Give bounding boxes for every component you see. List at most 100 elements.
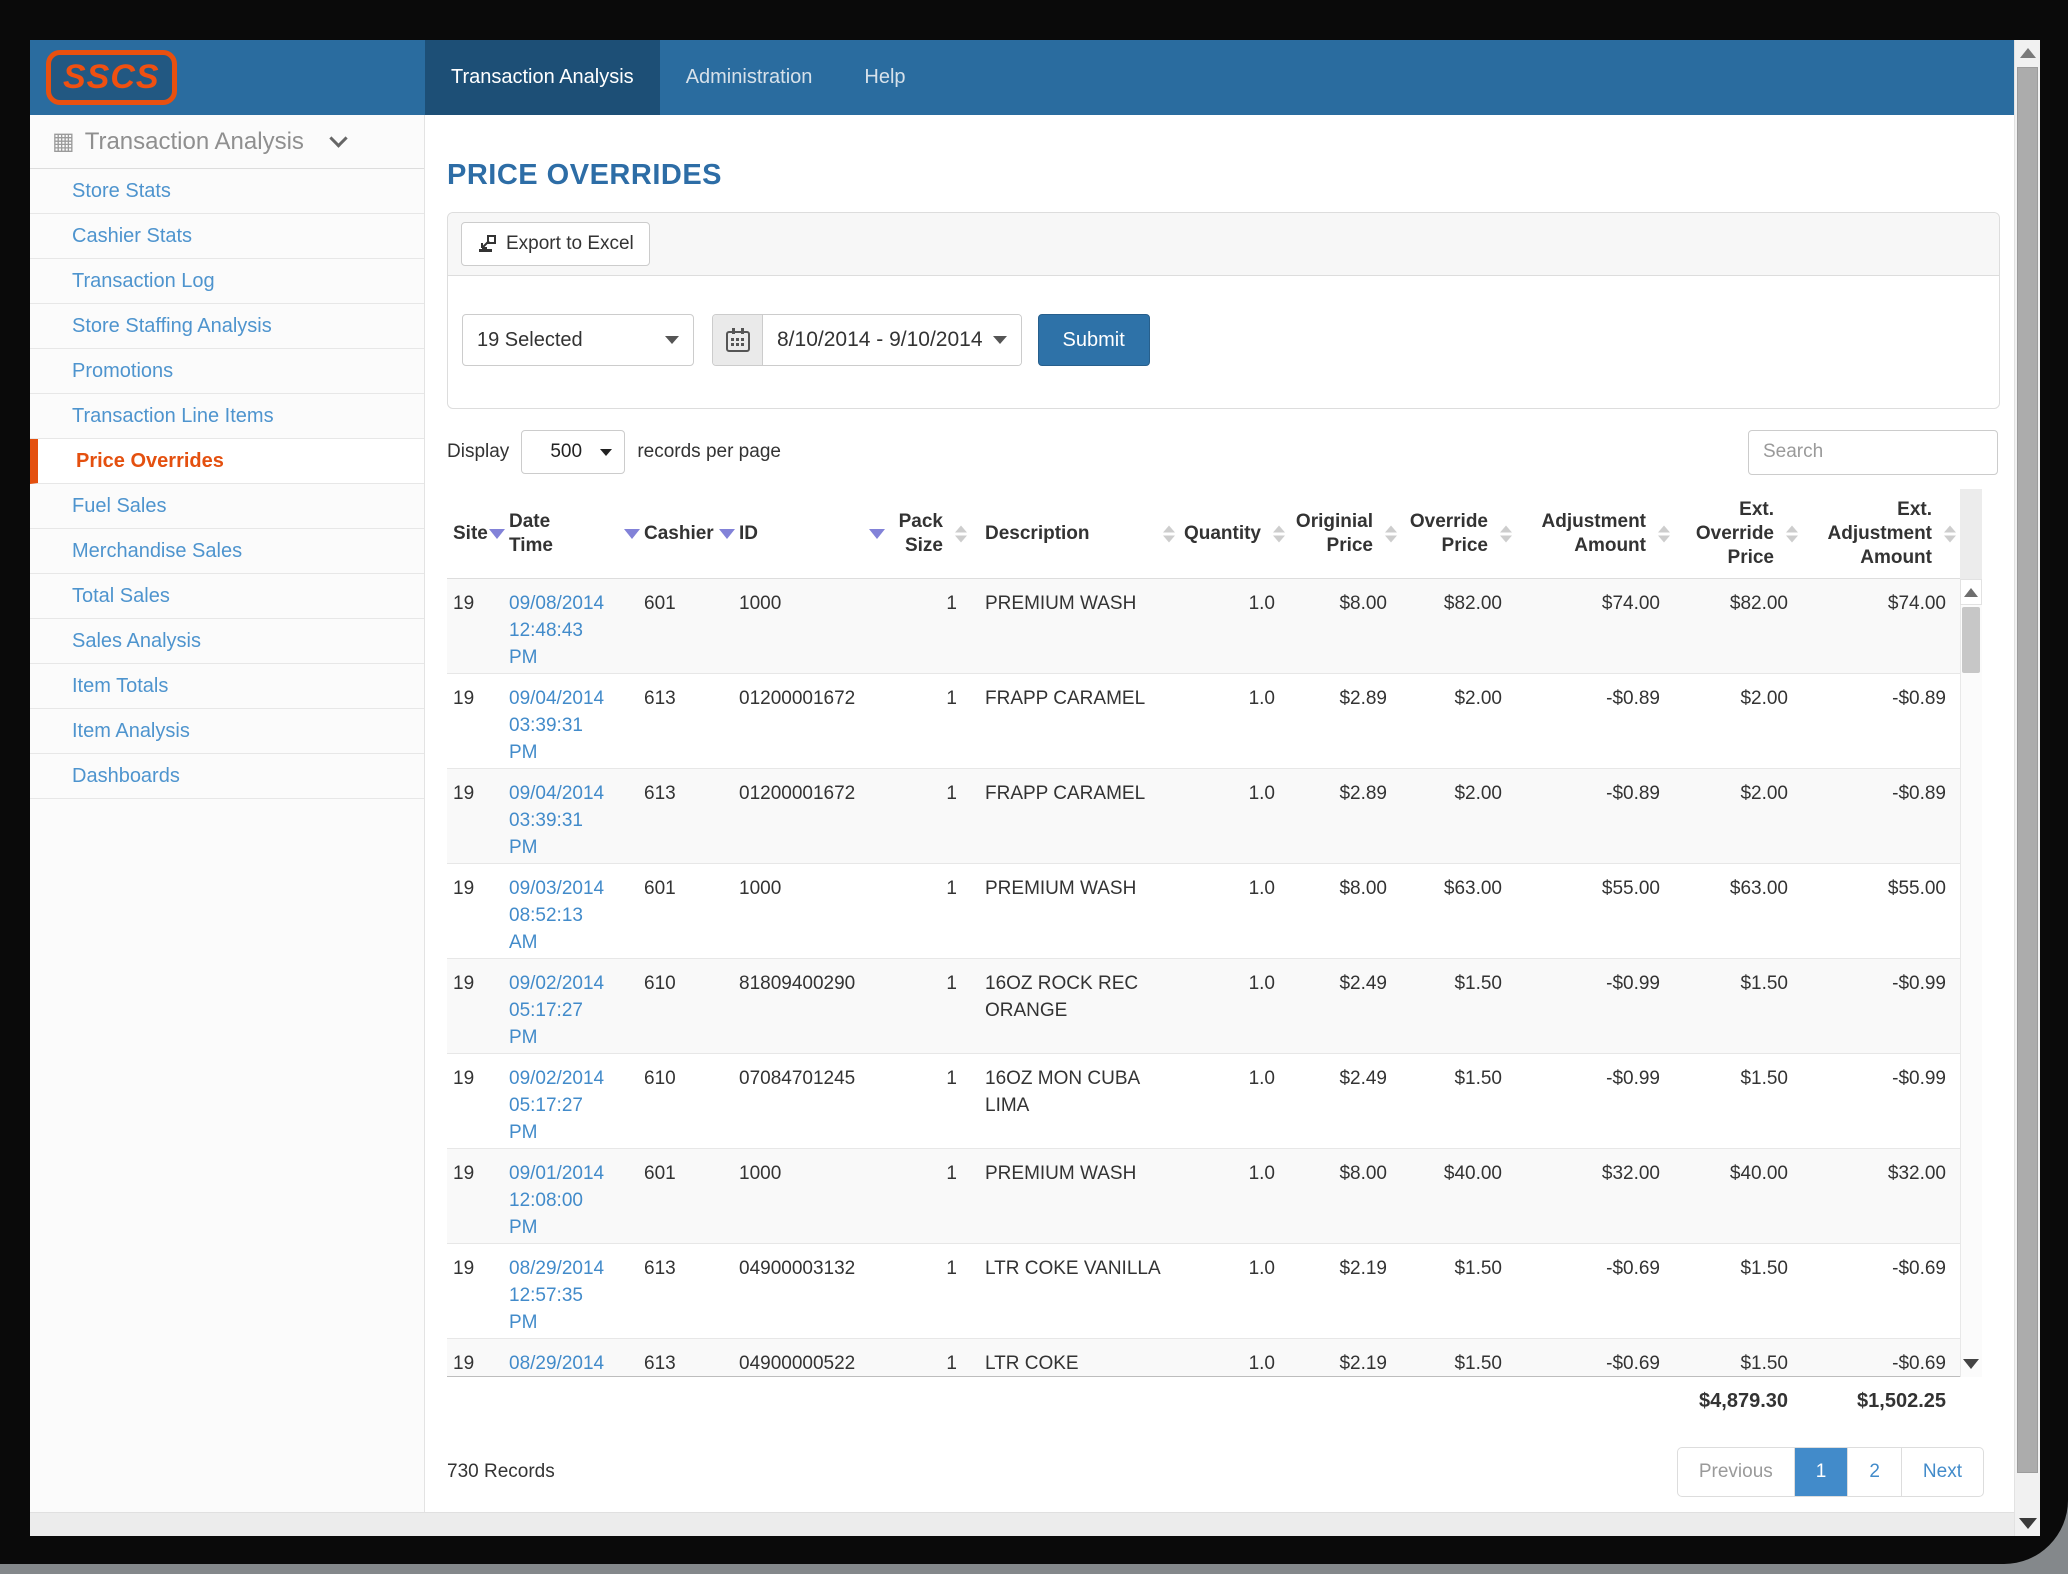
window-scrollbar-thumb[interactable] — [2017, 67, 2038, 1473]
window-scrollbar[interactable] — [2014, 40, 2040, 1536]
sites-dropdown[interactable]: 19 Selected — [462, 314, 694, 366]
search-input[interactable] — [1748, 429, 1998, 475]
cell-id: 1000 — [739, 1163, 782, 1184]
cell-datetime: 09/04/2014 03:39:31 PM — [509, 674, 644, 768]
sidebar-item-fuel-sales[interactable]: Fuel Sales — [30, 484, 424, 529]
column-header-cashier[interactable]: Cashier — [644, 489, 739, 579]
records-per-page-label: records per page — [637, 441, 781, 462]
page-button-previous[interactable]: Previous — [1698, 1461, 1773, 1482]
window-scroll-down-arrow[interactable] — [2015, 1510, 2040, 1536]
cell-override-price: $2.00 — [1454, 783, 1502, 804]
table-controls: Display 500 records per page — [447, 429, 2000, 475]
table-body: 19 09/08/2014 12:48:43 PM 601 1000 1 PREMIUM WA… — [447, 579, 1960, 1377]
cell-adjustment-amount: -$0.99 — [1606, 1068, 1660, 1089]
submit-button[interactable]: Submit — [1037, 314, 1150, 366]
cell-datetime: 09/08/2014 12:48:43 PM — [509, 579, 644, 673]
nav-tab-help[interactable]: Help — [864, 66, 906, 88]
cell-pack-size: 1 — [946, 593, 957, 614]
page-button-next[interactable]: Next — [1900, 1448, 1983, 1496]
scroll-down-arrow[interactable] — [1960, 1351, 1982, 1377]
cell-cashier: 601 — [644, 593, 676, 614]
calendar-addon[interactable] — [713, 315, 763, 365]
export-to-excel-button[interactable]: Export to Excel — [461, 222, 650, 266]
column-header-id[interactable]: ID — [739, 489, 889, 579]
sort-both-icon — [1385, 525, 1397, 543]
cell-site: 19 — [453, 688, 475, 709]
cell-description: 16OZ ROCK REC ORANGE — [985, 973, 1139, 1021]
cell-original-price: $2.49 — [1339, 973, 1387, 994]
sort-both-icon — [955, 525, 967, 543]
sidebar-item-sales-analysis[interactable]: Sales Analysis — [30, 619, 424, 664]
datetime-link[interactable]: 09/04/2014 03:39:31 PM — [509, 688, 605, 763]
column-header-ext-override-price[interactable]: Ext. Override Price — [1674, 489, 1802, 579]
column-header-pack-size[interactable]: Pack Size — [889, 489, 971, 579]
sidebar-item-merchandise-sales[interactable]: Merchandise Sales — [30, 529, 424, 574]
sidebar-item-promotions[interactable]: Promotions — [30, 349, 424, 394]
table-footer: 730 Records Previous 1 2 Next — [447, 1447, 1984, 1497]
column-header-quantity[interactable]: Quantity — [1179, 489, 1289, 579]
cell-cashier: 613 — [644, 1258, 676, 1279]
scroll-up-arrow[interactable] — [1960, 579, 1982, 605]
sidebar-item-store-staffing-analysis[interactable]: Store Staffing Analysis — [30, 304, 424, 349]
main-content: PRICE OVERRIDES Export to Excel 19 Se — [425, 115, 2014, 1512]
cell-quantity: 1.0 — [1248, 878, 1275, 899]
sidebar-header[interactable]: ▦ Transaction Analysis — [30, 115, 424, 169]
column-header-override-price[interactable]: Override Price — [1401, 489, 1516, 579]
cell-adjustment-amount: -$0.69 — [1606, 1258, 1660, 1279]
nav-tab-transaction-analysis[interactable]: Transaction Analysis — [425, 40, 660, 115]
column-header-ext-adjustment-amount[interactable]: Ext. Adjustment Amount — [1802, 489, 1960, 579]
sidebar-item-cashier-stats[interactable]: Cashier Stats — [30, 214, 424, 259]
sort-both-icon — [1658, 525, 1670, 543]
cell-cashier: 610 — [644, 973, 676, 994]
chevron-down-icon — [329, 129, 348, 148]
datetime-link[interactable]: 09/08/2014 12:48:43 PM — [509, 593, 605, 668]
datetime-link[interactable]: 09/02/2014 05:17:27 PM — [509, 973, 605, 1048]
page-button-2[interactable]: 2 — [1847, 1448, 1901, 1496]
cell-quantity: 1.0 — [1248, 688, 1275, 709]
column-header-date-time[interactable]: Date Time — [509, 489, 644, 579]
datetime-link[interactable]: 08/29/2014 12:57:35 PM — [509, 1258, 605, 1333]
page-size-value: 500 — [550, 441, 583, 462]
cell-adjustment-amount: $55.00 — [1601, 878, 1660, 899]
sscs-logo: SSCS — [46, 50, 177, 105]
table-row: 19 09/03/2014 08:52:13 AM 601 1000 1 PREMIUM WA… — [447, 864, 1960, 959]
datetime-link[interactable]: 09/02/2014 05:17:27 PM — [509, 1068, 605, 1143]
sidebar-item-dashboards[interactable]: Dashboards — [30, 754, 424, 799]
cell-ext-adjustment-amount: -$0.99 — [1892, 973, 1946, 994]
sidebar-item-item-analysis[interactable]: Item Analysis — [30, 709, 424, 754]
cell-adjustment-amount: $74.00 — [1601, 593, 1660, 614]
cell-description: FRAPP CARAMEL — [985, 688, 1146, 709]
sidebar-item-store-stats[interactable]: Store Stats — [30, 169, 424, 214]
column-header-original-price[interactable]: Originial Price — [1289, 489, 1401, 579]
sidebar-item-transaction-log[interactable]: Transaction Log — [30, 259, 424, 304]
sites-dropdown-value: 19 Selected — [477, 328, 583, 351]
cell-site: 19 — [453, 1353, 475, 1374]
sidebar-item-item-totals[interactable]: Item Totals — [30, 664, 424, 709]
table-scrollbar[interactable] — [1960, 489, 1982, 1377]
date-range-picker[interactable]: 8/10/2014 - 9/10/2014 — [712, 314, 1022, 366]
scrollbar-track[interactable] — [1960, 579, 1982, 1377]
caret-down-icon — [665, 336, 679, 344]
datetime-link[interactable]: 09/03/2014 08:52:13 AM — [509, 878, 605, 953]
sidebar-item-transaction-line-items[interactable]: Transaction Line Items — [30, 394, 424, 439]
sidebar-item-total-sales[interactable]: Total Sales — [30, 574, 424, 619]
cell-override-price: $63.00 — [1443, 878, 1502, 899]
datetime-link[interactable]: 09/04/2014 03:39:31 PM — [509, 783, 605, 858]
scrollbar-header-filler — [1960, 489, 1982, 579]
window-scroll-up-arrow[interactable] — [2015, 40, 2040, 66]
column-header-site[interactable]: Site — [447, 489, 509, 579]
datetime-link[interactable]: 09/01/2014 12:08:00 PM — [509, 1163, 605, 1238]
scrollbar-thumb[interactable] — [1962, 607, 1980, 673]
date-range-display[interactable]: 8/10/2014 - 9/10/2014 — [763, 315, 1021, 365]
column-header-description[interactable]: Description — [971, 489, 1179, 579]
cell-datetime: 09/01/2014 12:08:00 PM — [509, 1149, 644, 1243]
datetime-link[interactable]: 08/29/2014 — [509, 1353, 605, 1374]
total-ext-adjustment-amount: $1,502.25 — [1857, 1390, 1946, 1412]
grid-icon: ▦ — [52, 128, 75, 155]
page-size-select[interactable]: 500 — [521, 430, 626, 474]
column-header-adjustment-amount[interactable]: Adjustment Amount — [1516, 489, 1674, 579]
sidebar-item-price-overrides[interactable]: Price Overrides — [30, 439, 424, 484]
page-button-1[interactable]: 1 — [1793, 1448, 1848, 1496]
page-title: PRICE OVERRIDES — [447, 159, 722, 191]
nav-tab-administration[interactable]: Administration — [685, 66, 813, 88]
